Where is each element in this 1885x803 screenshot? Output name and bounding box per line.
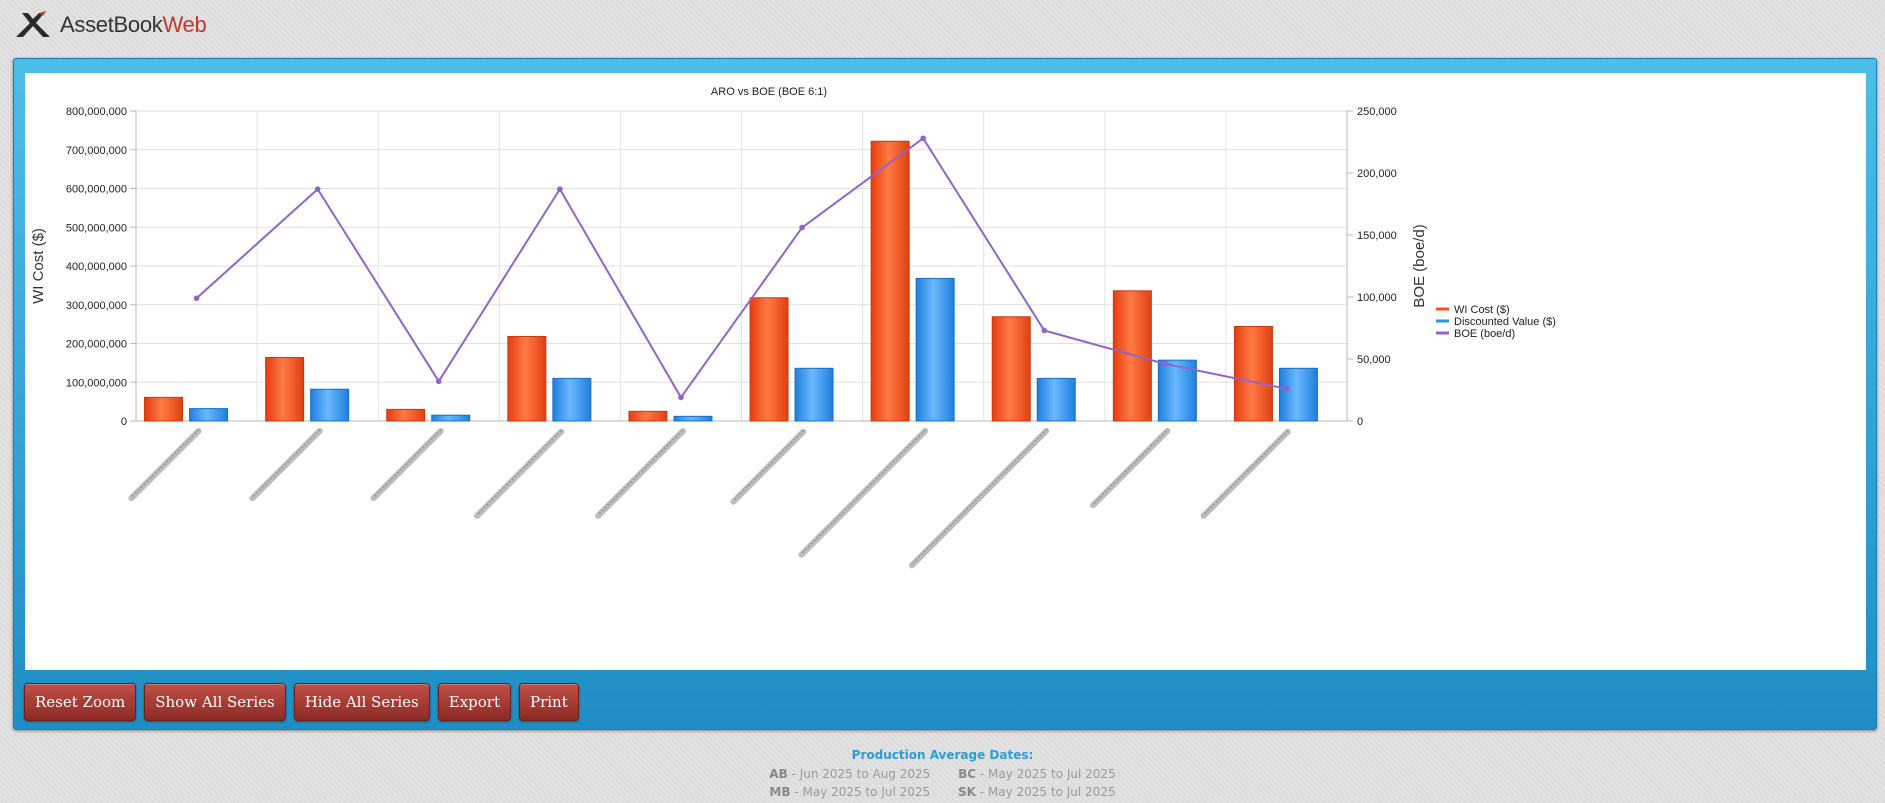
boe-point <box>799 224 805 231</box>
x-axis-labels-obscured <box>128 428 1292 569</box>
logo-text: AssetBookWeb <box>60 12 207 38</box>
footer-item: MB - May 2025 to Jul 2025 <box>769 785 931 799</box>
province-code: SK <box>957 785 976 799</box>
y-tick-label: 800,000,000 <box>66 106 127 118</box>
boe-point <box>557 186 563 192</box>
legend-item-label: Discounted Value ($) <box>1454 316 1556 328</box>
y2-tick-label: 0 <box>1357 416 1363 428</box>
bar-series <box>144 140 1318 422</box>
y2-tick-label: 150,000 <box>1357 230 1397 242</box>
date-range: May 2025 to Jul 2025 <box>802 785 931 799</box>
bar-discounted-value <box>673 415 713 422</box>
bar-wi-cost <box>628 410 668 422</box>
boe-point <box>435 378 442 385</box>
date-range: May 2025 to Jul 2025 <box>987 785 1116 799</box>
footer-item: BC - May 2025 to Jul 2025 <box>958 767 1116 781</box>
date-range: May 2025 to Jul 2025 <box>988 767 1116 781</box>
boe-point <box>1283 385 1290 392</box>
bar-discounted-value <box>1036 377 1076 422</box>
date-range: Jun 2025 to Aug 2025 <box>799 767 931 781</box>
bar-discounted-value <box>552 377 592 422</box>
x-tick-label-obscured <box>1204 428 1290 515</box>
logo-text-primary: AssetBook <box>60 12 163 37</box>
logo-x-icon <box>16 11 50 37</box>
footer-row: MB - May 2025 to Jul 2025 SK - May 2025 … <box>0 785 1885 799</box>
province-code: MB <box>769 785 791 799</box>
aro-vs-boe-chart[interactable]: ARO vs BOE (BOE 6:1) WI Cost ($) BOE (bo… <box>25 73 1866 670</box>
footer-item: AB - Jun 2025 to Aug 2025 <box>769 767 931 781</box>
y-tick-label: 600,000,000 <box>66 184 127 196</box>
y-tick-label: 0 <box>121 416 127 428</box>
boe-point <box>1162 361 1169 367</box>
bar-wi-cost <box>144 396 184 422</box>
boe-point <box>1041 327 1048 334</box>
chart-panel: ARO vs BOE (BOE 6:1) WI Cost ($) BOE (bo… <box>13 58 1877 730</box>
footer-title: Production Average Dates: <box>851 748 1034 762</box>
bar-discounted-value <box>1278 367 1318 422</box>
province-code: BC <box>958 767 977 781</box>
chart-toolbar: Reset Zoom Show All Series Hide All Seri… <box>24 683 579 721</box>
y2-tick-label: 250,000 <box>1357 106 1397 118</box>
hide-all-series-button[interactable]: Hide All Series <box>293 683 430 721</box>
export-button[interactable]: Export <box>437 683 511 721</box>
bar-discounted-value <box>431 414 471 422</box>
chart-area: ARO vs BOE (BOE 6:1) WI Cost ($) BOE (bo… <box>25 73 1866 670</box>
logo-text-accent: Web <box>162 12 207 37</box>
boe-point <box>193 295 200 302</box>
y-tick-label: 200,000,000 <box>66 339 127 351</box>
bar-wi-cost <box>1112 290 1152 422</box>
y-tick-label: 400,000,000 <box>66 261 127 273</box>
bar-wi-cost <box>507 336 547 422</box>
x-tick-label-obscured <box>801 428 927 554</box>
y-tick-label: 300,000,000 <box>66 300 127 312</box>
footer-item: SK - May 2025 to Jul 2025 <box>957 785 1116 799</box>
y-tick-label: 100,000,000 <box>66 377 127 389</box>
print-button[interactable]: Print <box>519 683 579 721</box>
production-average-dates: Production Average Dates: AB - Jun 2025 … <box>0 748 1885 803</box>
bar-discounted-value <box>915 277 955 422</box>
bar-discounted-value <box>310 388 350 422</box>
y-axis-title: WI Cost ($) <box>30 228 47 304</box>
province-code: AB <box>769 767 788 781</box>
boe-line <box>195 136 1287 400</box>
y2-tick-label: 100,000 <box>1357 292 1397 304</box>
bar-wi-cost <box>749 297 789 422</box>
bar-wi-cost <box>991 316 1031 422</box>
bar-wi-cost <box>1233 325 1273 422</box>
bar-discounted-value <box>189 408 229 422</box>
bar-discounted-value <box>1157 359 1197 422</box>
app-logo[interactable]: AssetBookWeb <box>14 10 207 40</box>
y2-tick-label: 50,000 <box>1357 354 1391 366</box>
y2-axis-ticks: 0 50,000 100,000 150,000 200,000 250,000 <box>1347 106 1397 428</box>
legend: WI Cost ($)Discounted Value ($)BOE (boe/… <box>1436 304 1556 340</box>
bar-discounted-value <box>794 367 834 422</box>
x-tick-label-obscured <box>733 428 806 501</box>
reset-zoom-button[interactable]: Reset Zoom <box>24 683 137 721</box>
bar-wi-cost <box>265 356 305 422</box>
show-all-series-button[interactable]: Show All Series <box>144 683 286 721</box>
bar-wi-cost <box>386 408 426 422</box>
y-tick-label: 700,000,000 <box>66 145 127 157</box>
x-tick-label-obscured <box>477 428 564 515</box>
y2-tick-label: 200,000 <box>1357 168 1397 180</box>
y-axis-ticks: 0 100,000,000 200,000,000 300,000,000 400,00… <box>66 106 136 428</box>
y-tick-label: 500,000,000 <box>66 222 127 234</box>
bar-wi-cost <box>870 140 910 422</box>
line-series <box>193 135 1290 401</box>
footer-row: AB - Jun 2025 to Aug 2025 BC - May 2025 … <box>0 767 1885 781</box>
boe-point <box>920 135 926 142</box>
x-tick-label-obscured <box>598 428 685 515</box>
boe-point <box>678 394 684 401</box>
legend-item-label: BOE (boe/d) <box>1454 328 1515 340</box>
x-tick-label-obscured <box>1093 428 1169 504</box>
y2-axis-title: BOE (boe/d) <box>1411 224 1428 307</box>
chart-title: ARO vs BOE (BOE 6:1) <box>711 86 827 98</box>
legend-item-label: WI Cost ($) <box>1454 304 1510 316</box>
boe-point <box>314 186 321 192</box>
